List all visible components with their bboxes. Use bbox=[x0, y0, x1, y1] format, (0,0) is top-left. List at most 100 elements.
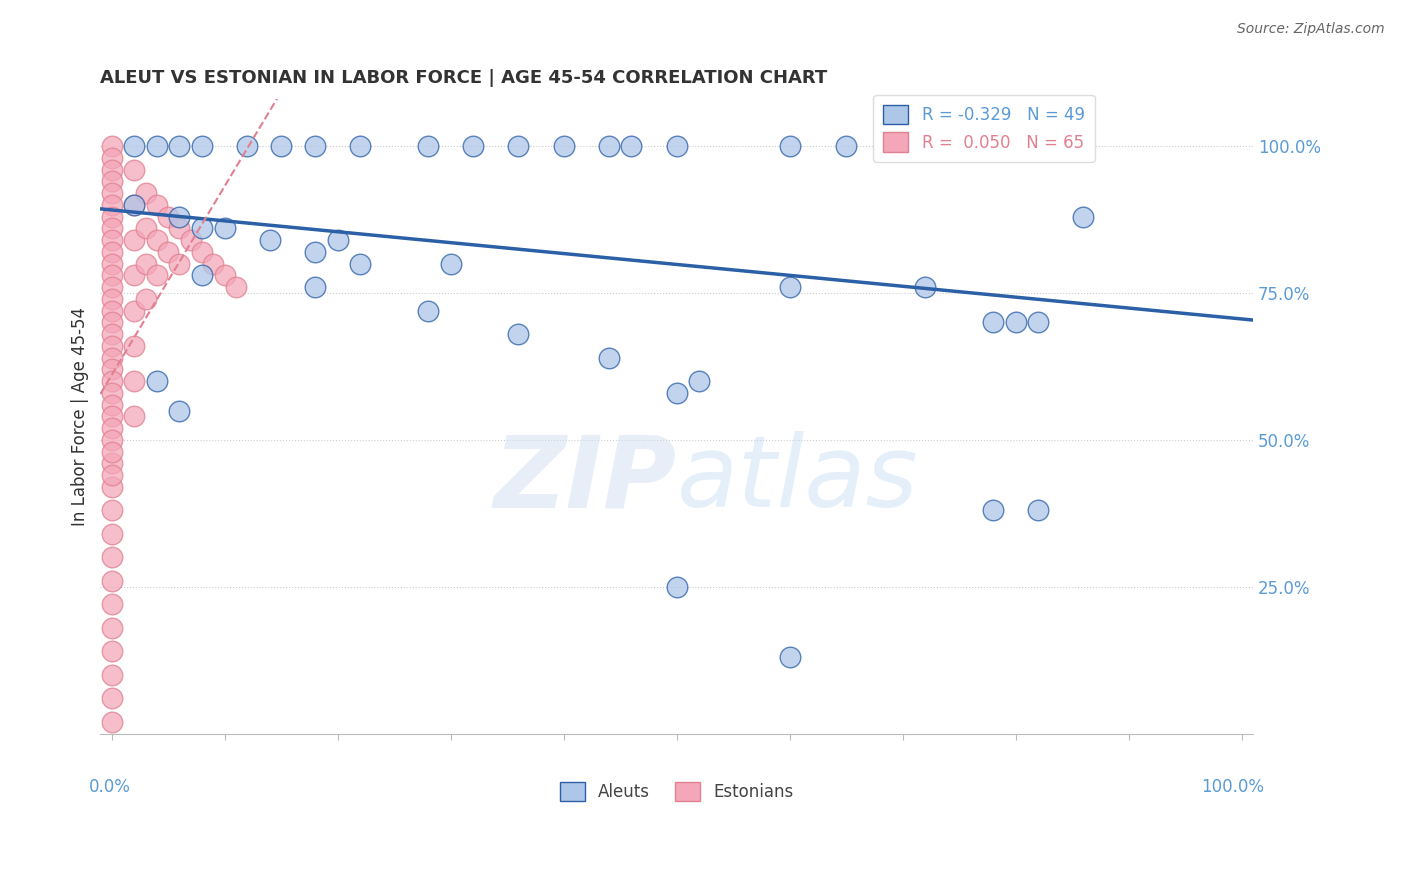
Point bbox=[100, 398, 122, 412]
Point bbox=[553, 139, 575, 153]
Point bbox=[100, 468, 122, 483]
Point bbox=[191, 221, 214, 235]
Text: 0.0%: 0.0% bbox=[89, 778, 131, 796]
Point bbox=[100, 480, 122, 494]
Point bbox=[135, 257, 157, 271]
Point bbox=[146, 268, 169, 283]
Point bbox=[157, 244, 180, 259]
Point bbox=[270, 139, 292, 153]
Point bbox=[100, 433, 122, 447]
Point bbox=[1073, 210, 1095, 224]
Point bbox=[157, 210, 180, 224]
Point bbox=[100, 174, 122, 188]
Point bbox=[122, 139, 145, 153]
Point bbox=[191, 268, 214, 283]
Point bbox=[598, 139, 620, 153]
Point bbox=[122, 162, 145, 177]
Point bbox=[169, 139, 191, 153]
Point bbox=[100, 574, 122, 588]
Text: atlas: atlas bbox=[676, 432, 918, 528]
Point bbox=[100, 268, 122, 283]
Point bbox=[959, 139, 981, 153]
Point bbox=[1060, 139, 1083, 153]
Legend: Aleuts, Estonians: Aleuts, Estonians bbox=[553, 775, 800, 808]
Point bbox=[665, 385, 688, 400]
Point bbox=[122, 303, 145, 318]
Point bbox=[100, 385, 122, 400]
Point bbox=[202, 257, 225, 271]
Point bbox=[665, 139, 688, 153]
Point bbox=[100, 257, 122, 271]
Point bbox=[100, 198, 122, 212]
Point bbox=[304, 244, 326, 259]
Point bbox=[146, 139, 169, 153]
Point bbox=[100, 668, 122, 682]
Point bbox=[135, 186, 157, 201]
Point bbox=[779, 139, 801, 153]
Point bbox=[146, 233, 169, 247]
Text: ZIP: ZIP bbox=[494, 432, 676, 528]
Point bbox=[169, 257, 191, 271]
Point bbox=[100, 644, 122, 658]
Point bbox=[779, 280, 801, 294]
Point bbox=[598, 351, 620, 365]
Point bbox=[688, 374, 710, 388]
Point bbox=[349, 257, 371, 271]
Point bbox=[100, 621, 122, 635]
Point bbox=[100, 162, 122, 177]
Point bbox=[191, 139, 214, 153]
Point bbox=[1004, 315, 1026, 329]
Point bbox=[100, 421, 122, 435]
Point bbox=[135, 221, 157, 235]
Point bbox=[100, 503, 122, 517]
Point bbox=[463, 139, 485, 153]
Point bbox=[169, 403, 191, 417]
Point bbox=[100, 456, 122, 470]
Point bbox=[100, 374, 122, 388]
Text: 100.0%: 100.0% bbox=[1201, 778, 1264, 796]
Point bbox=[259, 233, 281, 247]
Point bbox=[146, 198, 169, 212]
Point bbox=[100, 691, 122, 706]
Point bbox=[100, 598, 122, 612]
Point bbox=[100, 186, 122, 201]
Point bbox=[326, 233, 349, 247]
Point bbox=[100, 714, 122, 729]
Point bbox=[122, 198, 145, 212]
Point bbox=[1004, 139, 1026, 153]
Point bbox=[665, 580, 688, 594]
Point bbox=[214, 268, 236, 283]
Point bbox=[180, 233, 202, 247]
Point bbox=[100, 244, 122, 259]
Point bbox=[100, 210, 122, 224]
Point bbox=[100, 339, 122, 353]
Point bbox=[981, 315, 1004, 329]
Point bbox=[349, 139, 371, 153]
Point bbox=[508, 327, 530, 342]
Point bbox=[416, 139, 439, 153]
Point bbox=[304, 139, 326, 153]
Point bbox=[508, 139, 530, 153]
Point bbox=[100, 409, 122, 424]
Point bbox=[914, 280, 936, 294]
Point bbox=[100, 233, 122, 247]
Point bbox=[122, 233, 145, 247]
Point bbox=[100, 327, 122, 342]
Point bbox=[100, 151, 122, 165]
Point bbox=[981, 503, 1004, 517]
Point bbox=[891, 139, 914, 153]
Point bbox=[100, 550, 122, 565]
Point bbox=[122, 268, 145, 283]
Point bbox=[122, 409, 145, 424]
Point bbox=[100, 221, 122, 235]
Point bbox=[835, 139, 858, 153]
Point bbox=[100, 362, 122, 376]
Point bbox=[135, 292, 157, 306]
Point bbox=[100, 292, 122, 306]
Text: Source: ZipAtlas.com: Source: ZipAtlas.com bbox=[1237, 22, 1385, 37]
Point bbox=[191, 244, 214, 259]
Point bbox=[1026, 315, 1049, 329]
Point bbox=[169, 210, 191, 224]
Point bbox=[122, 374, 145, 388]
Point bbox=[236, 139, 259, 153]
